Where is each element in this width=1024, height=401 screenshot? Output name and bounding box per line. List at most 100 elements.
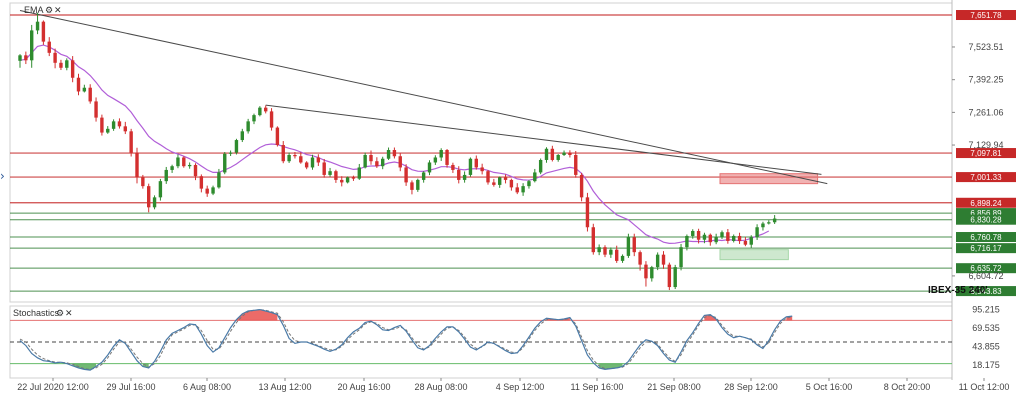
close-icon[interactable]: ✕ bbox=[54, 5, 62, 15]
candle-body bbox=[404, 167, 408, 183]
level-badge bbox=[956, 10, 1016, 21]
candle-body bbox=[18, 55, 22, 61]
candle-body bbox=[421, 172, 426, 180]
candle-body bbox=[41, 21, 46, 42]
settings-icon[interactable]: ⚙ bbox=[56, 308, 64, 318]
candle-body bbox=[655, 254, 660, 268]
candle-body bbox=[691, 230, 695, 236]
y-tick-label: 7,129.94 bbox=[968, 140, 1003, 150]
candle-body bbox=[679, 247, 683, 268]
level-badge-label: 7,001.33 bbox=[970, 173, 1002, 182]
level-badge-label: 6,543.83 bbox=[970, 287, 1002, 296]
candle-body bbox=[702, 234, 707, 240]
settings-icon[interactable]: ⚙ bbox=[45, 5, 53, 15]
candle-body bbox=[199, 176, 204, 189]
candle-body bbox=[70, 60, 75, 78]
candle-body bbox=[591, 227, 595, 253]
candle-body bbox=[351, 177, 356, 179]
candle-body bbox=[386, 150, 391, 159]
candle-body bbox=[416, 179, 420, 190]
candle-body bbox=[100, 117, 104, 133]
candle-body bbox=[474, 158, 478, 168]
stochastics-y-tick-label: 95.215 bbox=[972, 304, 1000, 314]
candle-body bbox=[767, 222, 771, 224]
candle-body bbox=[457, 169, 461, 180]
candle-body bbox=[258, 107, 262, 116]
candle-body bbox=[187, 164, 192, 167]
candle-body bbox=[316, 157, 321, 163]
candle-body bbox=[667, 264, 672, 288]
candle-body bbox=[147, 186, 151, 208]
candle-body bbox=[761, 223, 765, 228]
candle-body bbox=[615, 249, 619, 261]
trendline[interactable] bbox=[265, 104, 822, 175]
x-tick-label: 4 Sep 12:00 bbox=[496, 382, 545, 392]
candle-body bbox=[585, 197, 590, 228]
price-zone bbox=[719, 173, 819, 185]
candle-body bbox=[550, 148, 555, 160]
candle-body bbox=[574, 154, 578, 175]
x-tick-label: 29 Jul 16:00 bbox=[106, 382, 155, 392]
candle-body bbox=[492, 182, 496, 185]
candle-body bbox=[369, 154, 373, 162]
candle-body bbox=[620, 255, 625, 261]
trendline[interactable] bbox=[19, 9, 828, 185]
candle-body bbox=[579, 174, 584, 198]
level-badge-label: 6,856.89 bbox=[970, 209, 1002, 218]
candle-body bbox=[334, 171, 338, 180]
candle-body bbox=[117, 121, 122, 127]
candle-body bbox=[439, 150, 443, 158]
candle-body bbox=[158, 181, 163, 198]
stochastics-y-tick-label: 69.535 bbox=[972, 323, 1000, 333]
x-tick-label: 13 Aug 12:00 bbox=[258, 382, 311, 392]
candle-body bbox=[217, 172, 221, 188]
candle-body bbox=[24, 55, 28, 61]
candle-body bbox=[345, 177, 350, 183]
close-icon[interactable]: ✕ bbox=[65, 308, 73, 318]
x-tick-label: 11 Oct 12:00 bbox=[959, 382, 1010, 392]
candle-body bbox=[246, 121, 250, 132]
candle-body bbox=[685, 235, 689, 248]
candle-body bbox=[650, 267, 654, 279]
candle-body bbox=[398, 156, 402, 168]
level-badge bbox=[956, 172, 1016, 183]
chevron-right-icon[interactable]: › bbox=[0, 169, 5, 183]
stochastics-y-tick-label: 18.175 bbox=[972, 360, 1000, 370]
candle-body bbox=[82, 87, 87, 92]
level-badge bbox=[956, 197, 1016, 208]
candle-body bbox=[328, 171, 332, 175]
level-badge bbox=[956, 243, 1016, 254]
candle-body bbox=[234, 140, 239, 153]
x-tick-label: 20 Aug 16:00 bbox=[337, 382, 390, 392]
x-tick-label: 21 Sep 08:00 bbox=[647, 382, 701, 392]
candle-body bbox=[661, 254, 666, 265]
candle-body bbox=[749, 237, 753, 245]
candle-body bbox=[106, 128, 110, 133]
candle-body bbox=[94, 101, 98, 118]
candle-body bbox=[76, 77, 81, 92]
candle-body bbox=[182, 157, 186, 167]
candle-body bbox=[252, 115, 256, 122]
candle-body bbox=[509, 179, 514, 188]
candle-body bbox=[193, 164, 198, 177]
candle-body bbox=[88, 87, 92, 102]
level-badge-label: 6,760.78 bbox=[970, 233, 1002, 242]
candle-body bbox=[521, 186, 525, 193]
price-zone bbox=[719, 249, 789, 261]
candle-body bbox=[597, 247, 601, 253]
level-badge-label: 7,097.81 bbox=[970, 149, 1002, 158]
ema-title: EMA bbox=[24, 5, 44, 15]
candle-body bbox=[515, 187, 519, 193]
candle-body bbox=[527, 181, 531, 187]
candle-body bbox=[568, 152, 572, 155]
stochastics-y-tick-label: 43.855 bbox=[972, 341, 1000, 351]
candle-body bbox=[609, 249, 613, 255]
candle-body bbox=[737, 235, 742, 241]
candle-body bbox=[696, 230, 701, 240]
level-badge bbox=[956, 263, 1016, 274]
candle-body bbox=[538, 159, 543, 173]
candle-body bbox=[170, 166, 174, 170]
candle-body bbox=[59, 62, 63, 68]
candle-body bbox=[304, 162, 309, 168]
